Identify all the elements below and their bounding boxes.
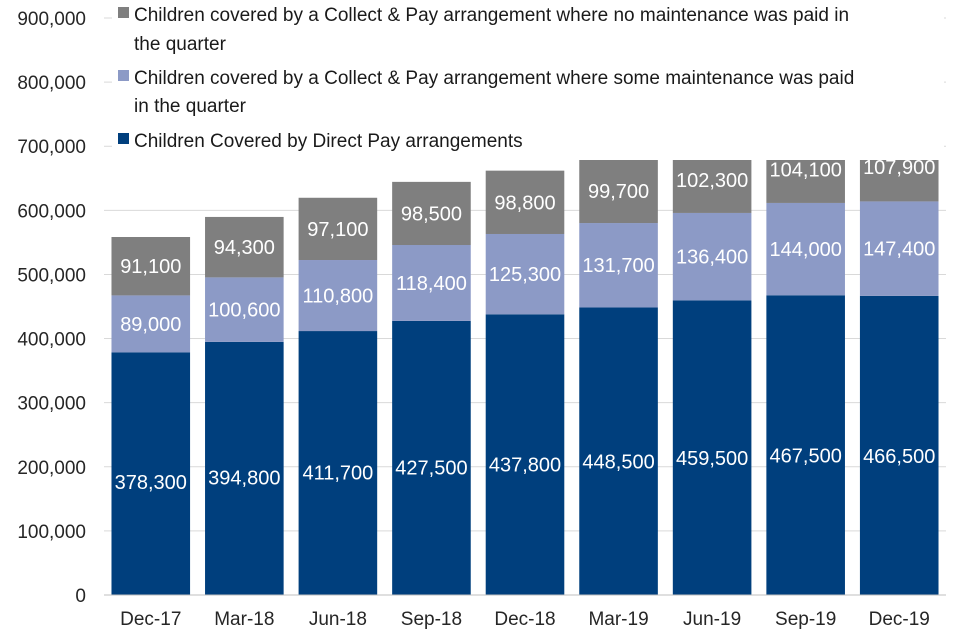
bar-segment: [392, 245, 471, 321]
y-tick-label: 0: [75, 586, 86, 607]
bar-segment: [579, 307, 658, 595]
bar-segment: [579, 223, 658, 308]
data-label: 467,500: [770, 446, 842, 468]
data-label: 136,400: [676, 247, 748, 269]
data-label: 98,800: [494, 192, 555, 214]
data-label: 98,500: [401, 203, 462, 225]
data-label: 107,900: [863, 157, 935, 179]
bar-segment: [111, 352, 191, 595]
bars: 378,300 89,000 91,100 394,800 100,600 94,300 4…: [111, 132, 939, 595]
data-label: 466,500: [863, 446, 935, 468]
legend-background: [112, 4, 944, 160]
bar-segment: [205, 216, 284, 278]
data-label: 118,400: [396, 273, 467, 295]
bar-segment: [766, 295, 845, 595]
x-tick-label: Dec-17: [120, 609, 181, 630]
bar-segment: [672, 300, 752, 595]
data-label: 89,000: [120, 314, 181, 336]
bar-segment: [111, 237, 191, 296]
data-label: 91,100: [120, 256, 181, 278]
legend-entry-text: Children Covered by Direct Pay arrangeme…: [134, 131, 523, 152]
y-tick-label: 500,000: [17, 265, 86, 286]
bar-segment: [485, 170, 565, 234]
data-label: 394,800: [208, 467, 280, 489]
legend: Children covered by a Collect & Pay arra…: [112, 4, 944, 160]
x-tick-label: Sep-19: [775, 609, 836, 630]
y-tick-label: 300,000: [17, 394, 86, 415]
data-label: 125,300: [489, 264, 561, 286]
data-label: 131,700: [582, 255, 654, 277]
data-label: 411,700: [302, 462, 373, 484]
bar-segment: [672, 212, 752, 301]
y-tick-label: 100,000: [17, 522, 86, 543]
legend-entry-text: Children covered by a Collect & Pay arra…: [134, 5, 849, 26]
bar-segment: [485, 233, 565, 315]
data-label: 459,500: [676, 448, 748, 470]
bar-segment: [859, 295, 939, 595]
data-label: 99,700: [588, 181, 649, 203]
data-label: 448,500: [582, 451, 654, 473]
x-axis: Dec-17 Mar-18 Jun-18 Sep-18 Dec-18 Mar-19 Jun-…: [104, 594, 946, 630]
bar-segment: [392, 320, 471, 595]
legend-entry-text: Children covered by a Collect & Pay arra…: [134, 68, 854, 89]
bar-segment: [766, 202, 845, 296]
legend-swatch: [118, 7, 129, 18]
y-tick-label: 200,000: [17, 458, 86, 479]
x-tick-label: Dec-18: [494, 609, 555, 630]
x-tick-label: Dec-19: [869, 609, 930, 630]
legend-entry-text: the quarter: [134, 34, 227, 55]
bar-segment: [392, 181, 471, 246]
data-label: 147,400: [863, 239, 935, 261]
data-label: 110,800: [302, 286, 373, 308]
y-tick-label: 400,000: [17, 330, 86, 351]
x-tick-label: Jun-19: [683, 609, 741, 630]
x-tick-label: Jun-18: [309, 609, 367, 630]
data-label: 100,600: [208, 300, 280, 322]
y-tick-label: 700,000: [17, 137, 86, 158]
x-tick-label: Mar-18: [214, 609, 274, 630]
y-tick-label: 800,000: [17, 73, 86, 94]
x-tick-label: Sep-18: [401, 609, 462, 630]
bar-segment: [859, 201, 939, 296]
bar-segment: [298, 197, 378, 261]
bar-segment: [485, 314, 565, 595]
data-label: 144,000: [770, 239, 842, 261]
bar-segment: [205, 341, 284, 595]
bar-segment: [111, 295, 191, 353]
bar-segment: [298, 260, 378, 332]
data-label: 378,300: [115, 472, 187, 494]
data-label: 102,300: [676, 170, 748, 192]
data-label: 104,100: [770, 160, 842, 182]
bar-segment: [205, 277, 284, 342]
y-tick-label: 900,000: [17, 9, 86, 30]
bar-segment: [298, 331, 378, 595]
legend-swatch: [118, 70, 129, 81]
bar-segment: [579, 159, 658, 224]
y-tick-label: 600,000: [17, 201, 86, 222]
data-label: 427,500: [395, 458, 467, 480]
legend-entry-text: in the quarter: [134, 96, 247, 117]
data-label: 94,300: [214, 237, 275, 259]
legend-swatch: [118, 133, 129, 144]
y-axis: 0 100,000 200,000 300,000 400,000 500,000 600,…: [17, 9, 86, 607]
x-tick-label: Mar-19: [588, 609, 648, 630]
data-label: 97,100: [307, 219, 368, 241]
data-label: 437,800: [489, 454, 561, 476]
